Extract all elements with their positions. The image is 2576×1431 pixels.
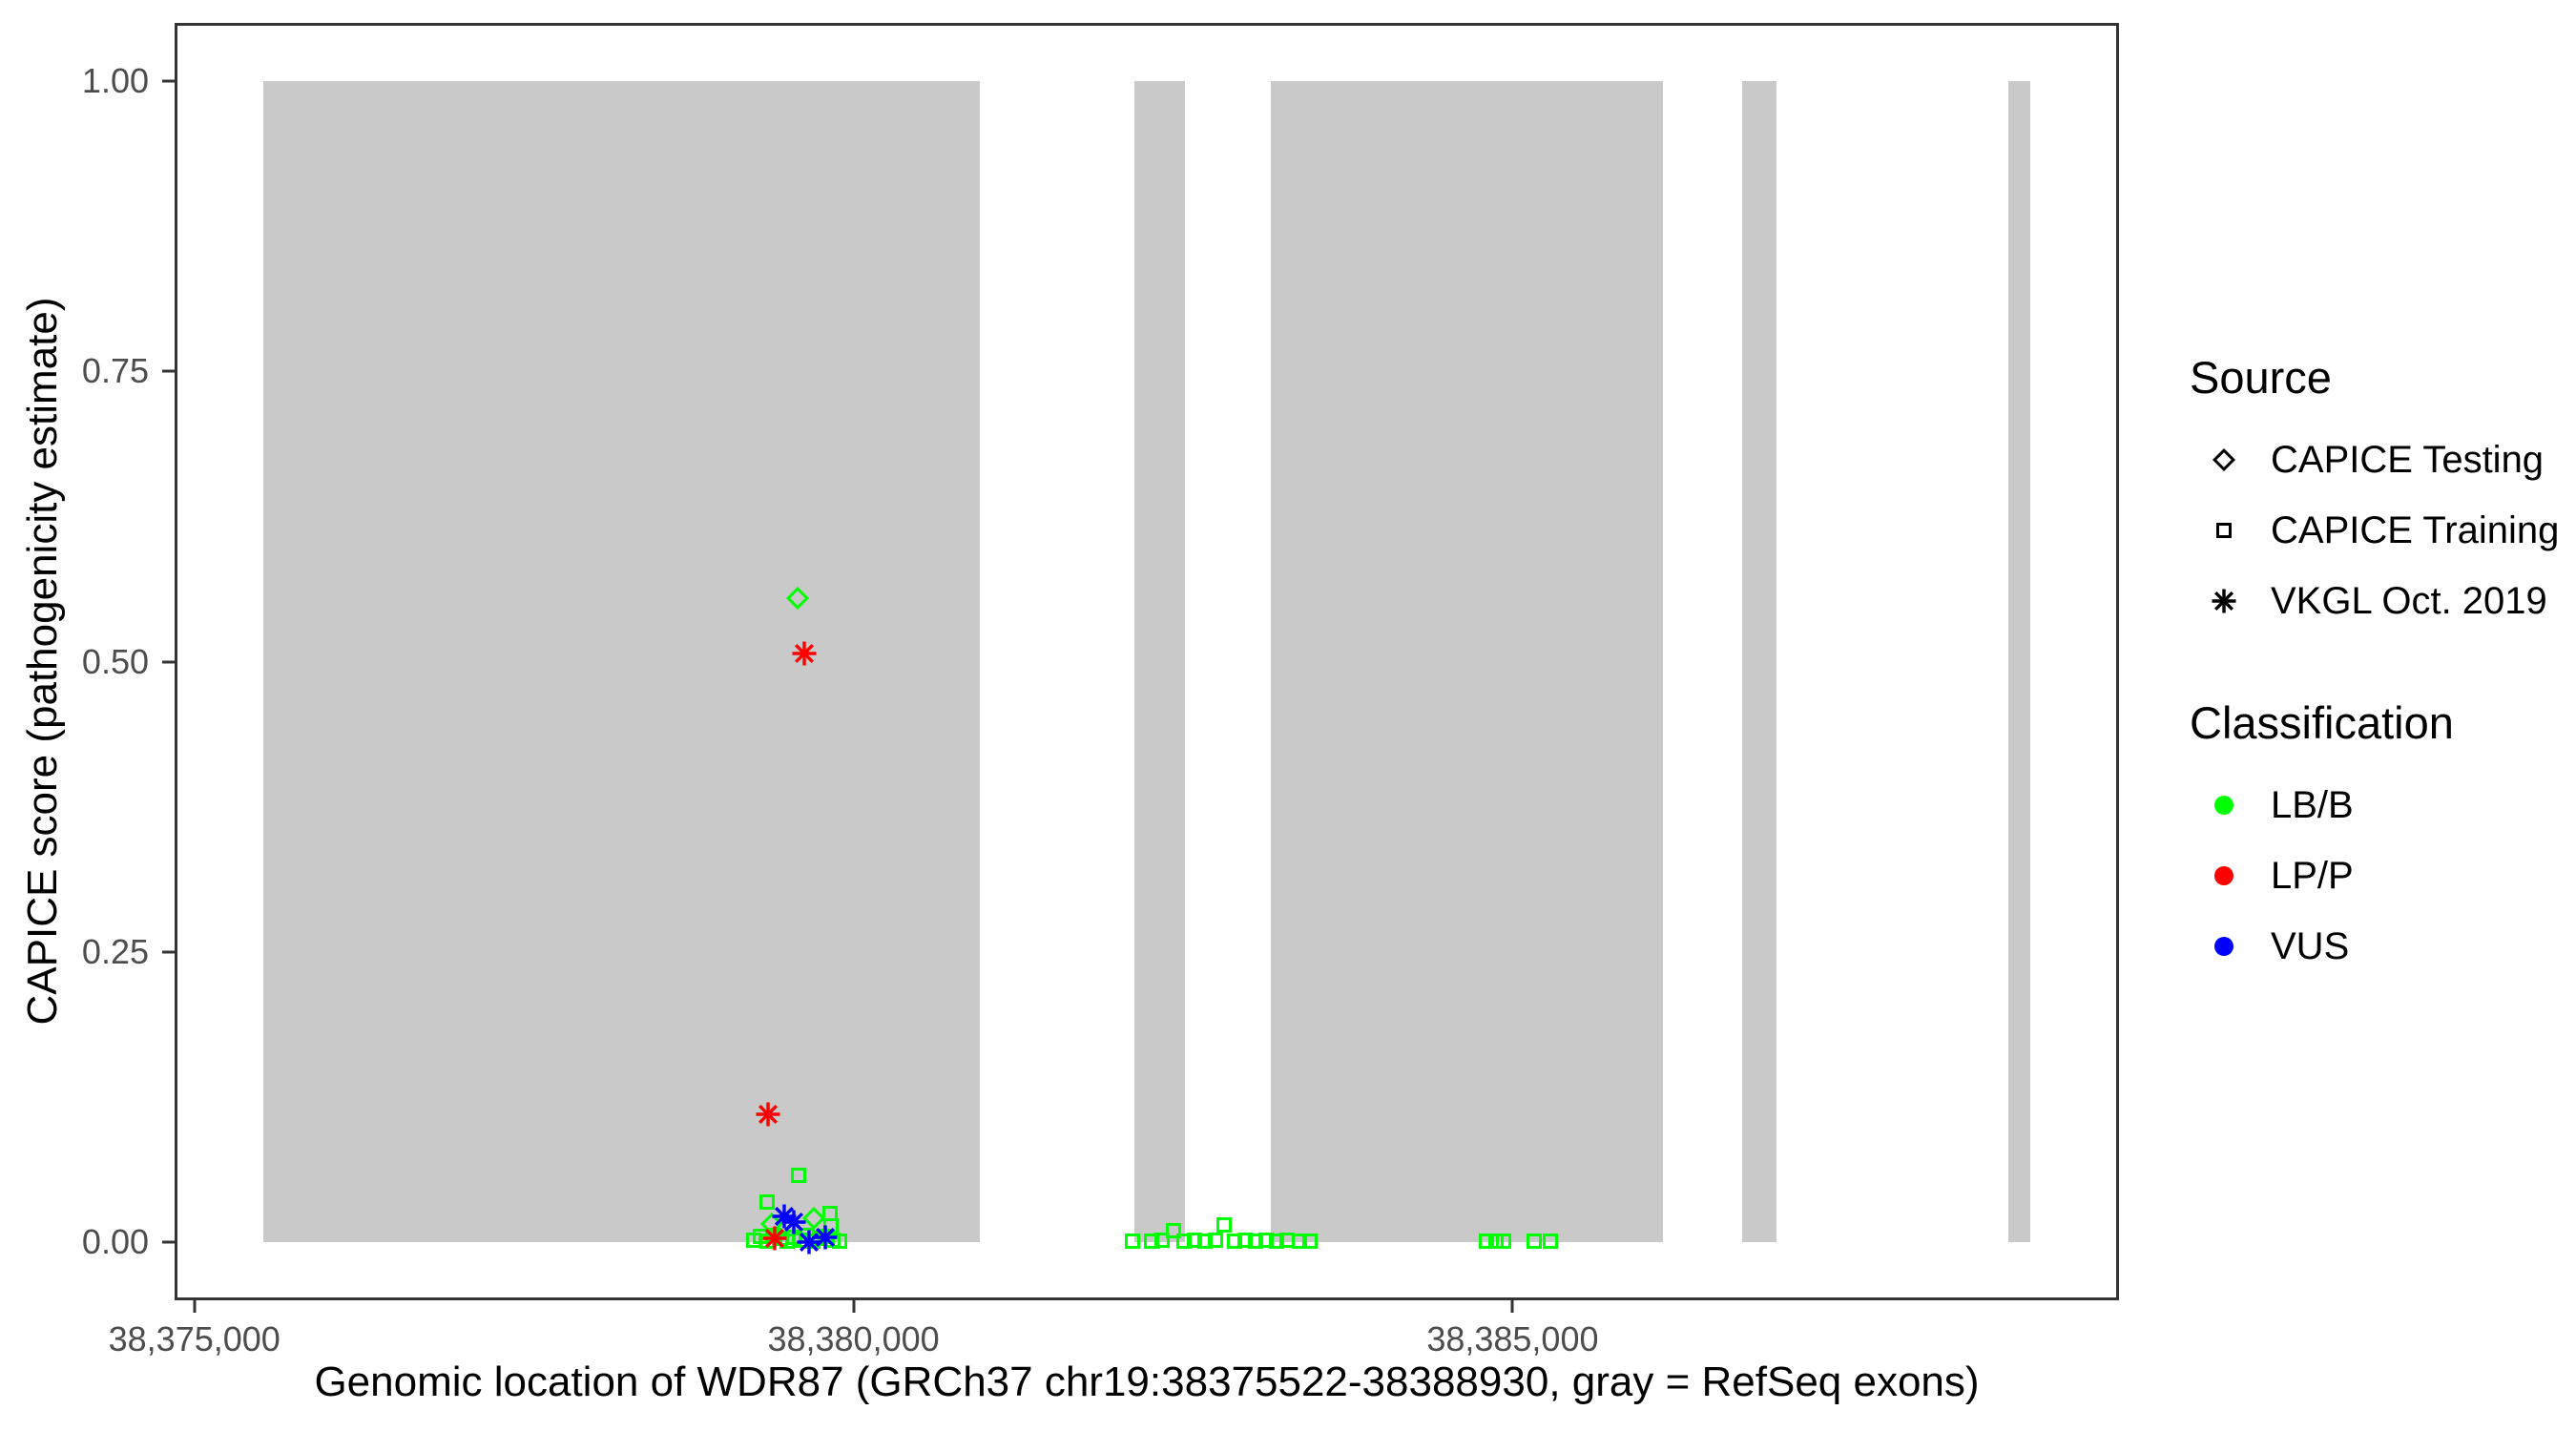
dot-marker (2214, 796, 2233, 815)
y-axis-tick-label: 0.25 (81, 931, 149, 971)
data-point-marker (1247, 1233, 1263, 1249)
legend-item-label: CAPICE Training (2271, 508, 2560, 551)
red-dot-icon (2190, 840, 2256, 911)
square-marker (2216, 523, 2232, 538)
legend-item-capice-training: CAPICE Training (2190, 495, 2571, 566)
data-point-marker (1165, 1222, 1181, 1238)
exon-bar (1270, 80, 1663, 1243)
data-point-marker (1543, 1233, 1559, 1249)
y-axis-tick-label: 1.00 (81, 60, 149, 100)
legend-classification: Classification LB/B LP/P VUS (2190, 696, 2571, 982)
data-point-marker (1196, 1233, 1213, 1249)
data-point-marker (1175, 1233, 1192, 1249)
data-point-marker (1207, 1232, 1223, 1248)
legend-item-capice-testing: CAPICE Testing (2190, 425, 2571, 495)
legend-item-lbb: LB/B (2190, 770, 2571, 840)
y-axis-tick-label: 0.00 (81, 1222, 149, 1262)
data-point-marker (1226, 1233, 1242, 1249)
data-point-marker (1215, 1216, 1232, 1233)
diamond-icon (2190, 425, 2256, 495)
asterisk-icon (2190, 566, 2256, 636)
legend-item-vkgl: VKGL Oct. 2019 (2190, 566, 2571, 636)
green-dot-icon (2190, 770, 2256, 840)
data-point-marker (1478, 1233, 1494, 1249)
x-axis-tick (193, 1300, 197, 1313)
data-point-marker (813, 1225, 838, 1250)
data-point-marker (759, 1193, 776, 1210)
asterisk-marker (2212, 589, 2236, 613)
y-axis-tick (162, 369, 175, 373)
legend-item-vus: VUS (2190, 911, 2571, 982)
legend-item-label: LB/B (2271, 783, 2354, 826)
legend-item-lpp: LP/P (2190, 840, 2571, 911)
blue-dot-icon (2190, 911, 2256, 982)
data-point-marker (756, 1102, 780, 1127)
dot-marker (2214, 866, 2233, 885)
data-point-marker (1527, 1233, 1543, 1249)
exon-bar (2007, 80, 2031, 1243)
data-point-marker (1258, 1232, 1275, 1248)
data-point-marker (1153, 1232, 1170, 1248)
y-axis-title: CAPICE score (pathogenicity estimate) (19, 297, 66, 1026)
x-axis-tick-label: 38,385,000 (1426, 1319, 1599, 1358)
diamond-marker (2212, 447, 2236, 472)
x-axis-tick-label: 38,380,000 (767, 1319, 940, 1358)
data-point-marker (1143, 1233, 1159, 1249)
plot-panel (175, 23, 2119, 1300)
legend-source-title: Source (2190, 352, 2332, 403)
data-point-marker (1291, 1233, 1307, 1249)
y-axis-tick (162, 1240, 175, 1244)
legend-classification-title: Classification (2190, 697, 2454, 748)
y-axis-tick-label: 0.75 (81, 351, 149, 391)
y-axis-tick (162, 660, 175, 663)
legend-item-label: VKGL Oct. 2019 (2271, 579, 2547, 622)
data-point-marker (1236, 1232, 1253, 1248)
data-point-marker (1124, 1233, 1140, 1249)
x-axis-tick-label: 38,375,000 (108, 1319, 280, 1358)
data-point-marker (1186, 1232, 1202, 1248)
data-point-marker (832, 1233, 848, 1249)
legend-source: Source CAPICE Testing CAPICE Training VK… (2190, 351, 2571, 636)
data-point-marker (792, 641, 817, 666)
x-axis-tick (1510, 1300, 1514, 1313)
x-axis-title: Genomic location of WDR87 (GRCh37 chr19:… (314, 1358, 1980, 1405)
exon-bar (262, 80, 981, 1243)
data-point-marker (797, 1230, 821, 1255)
legend-item-label: VUS (2271, 924, 2350, 967)
legend-item-label: LP/P (2271, 854, 2354, 897)
y-axis-tick (162, 950, 175, 954)
y-axis-tick-label: 0.50 (81, 641, 149, 681)
legend-item-label: CAPICE Testing (2271, 438, 2545, 481)
exon-bar (1741, 80, 1776, 1243)
exon-bar (1133, 80, 1186, 1243)
x-axis-tick (852, 1300, 856, 1313)
dot-marker (2214, 937, 2233, 956)
data-point-marker (1301, 1233, 1318, 1249)
data-point-marker (1495, 1233, 1511, 1249)
data-point-marker (781, 1210, 806, 1234)
data-point-marker (762, 1226, 787, 1251)
data-point-marker (1269, 1233, 1285, 1249)
square-icon (2190, 495, 2256, 566)
data-point-marker (790, 1167, 806, 1183)
y-axis-tick (162, 79, 175, 83)
